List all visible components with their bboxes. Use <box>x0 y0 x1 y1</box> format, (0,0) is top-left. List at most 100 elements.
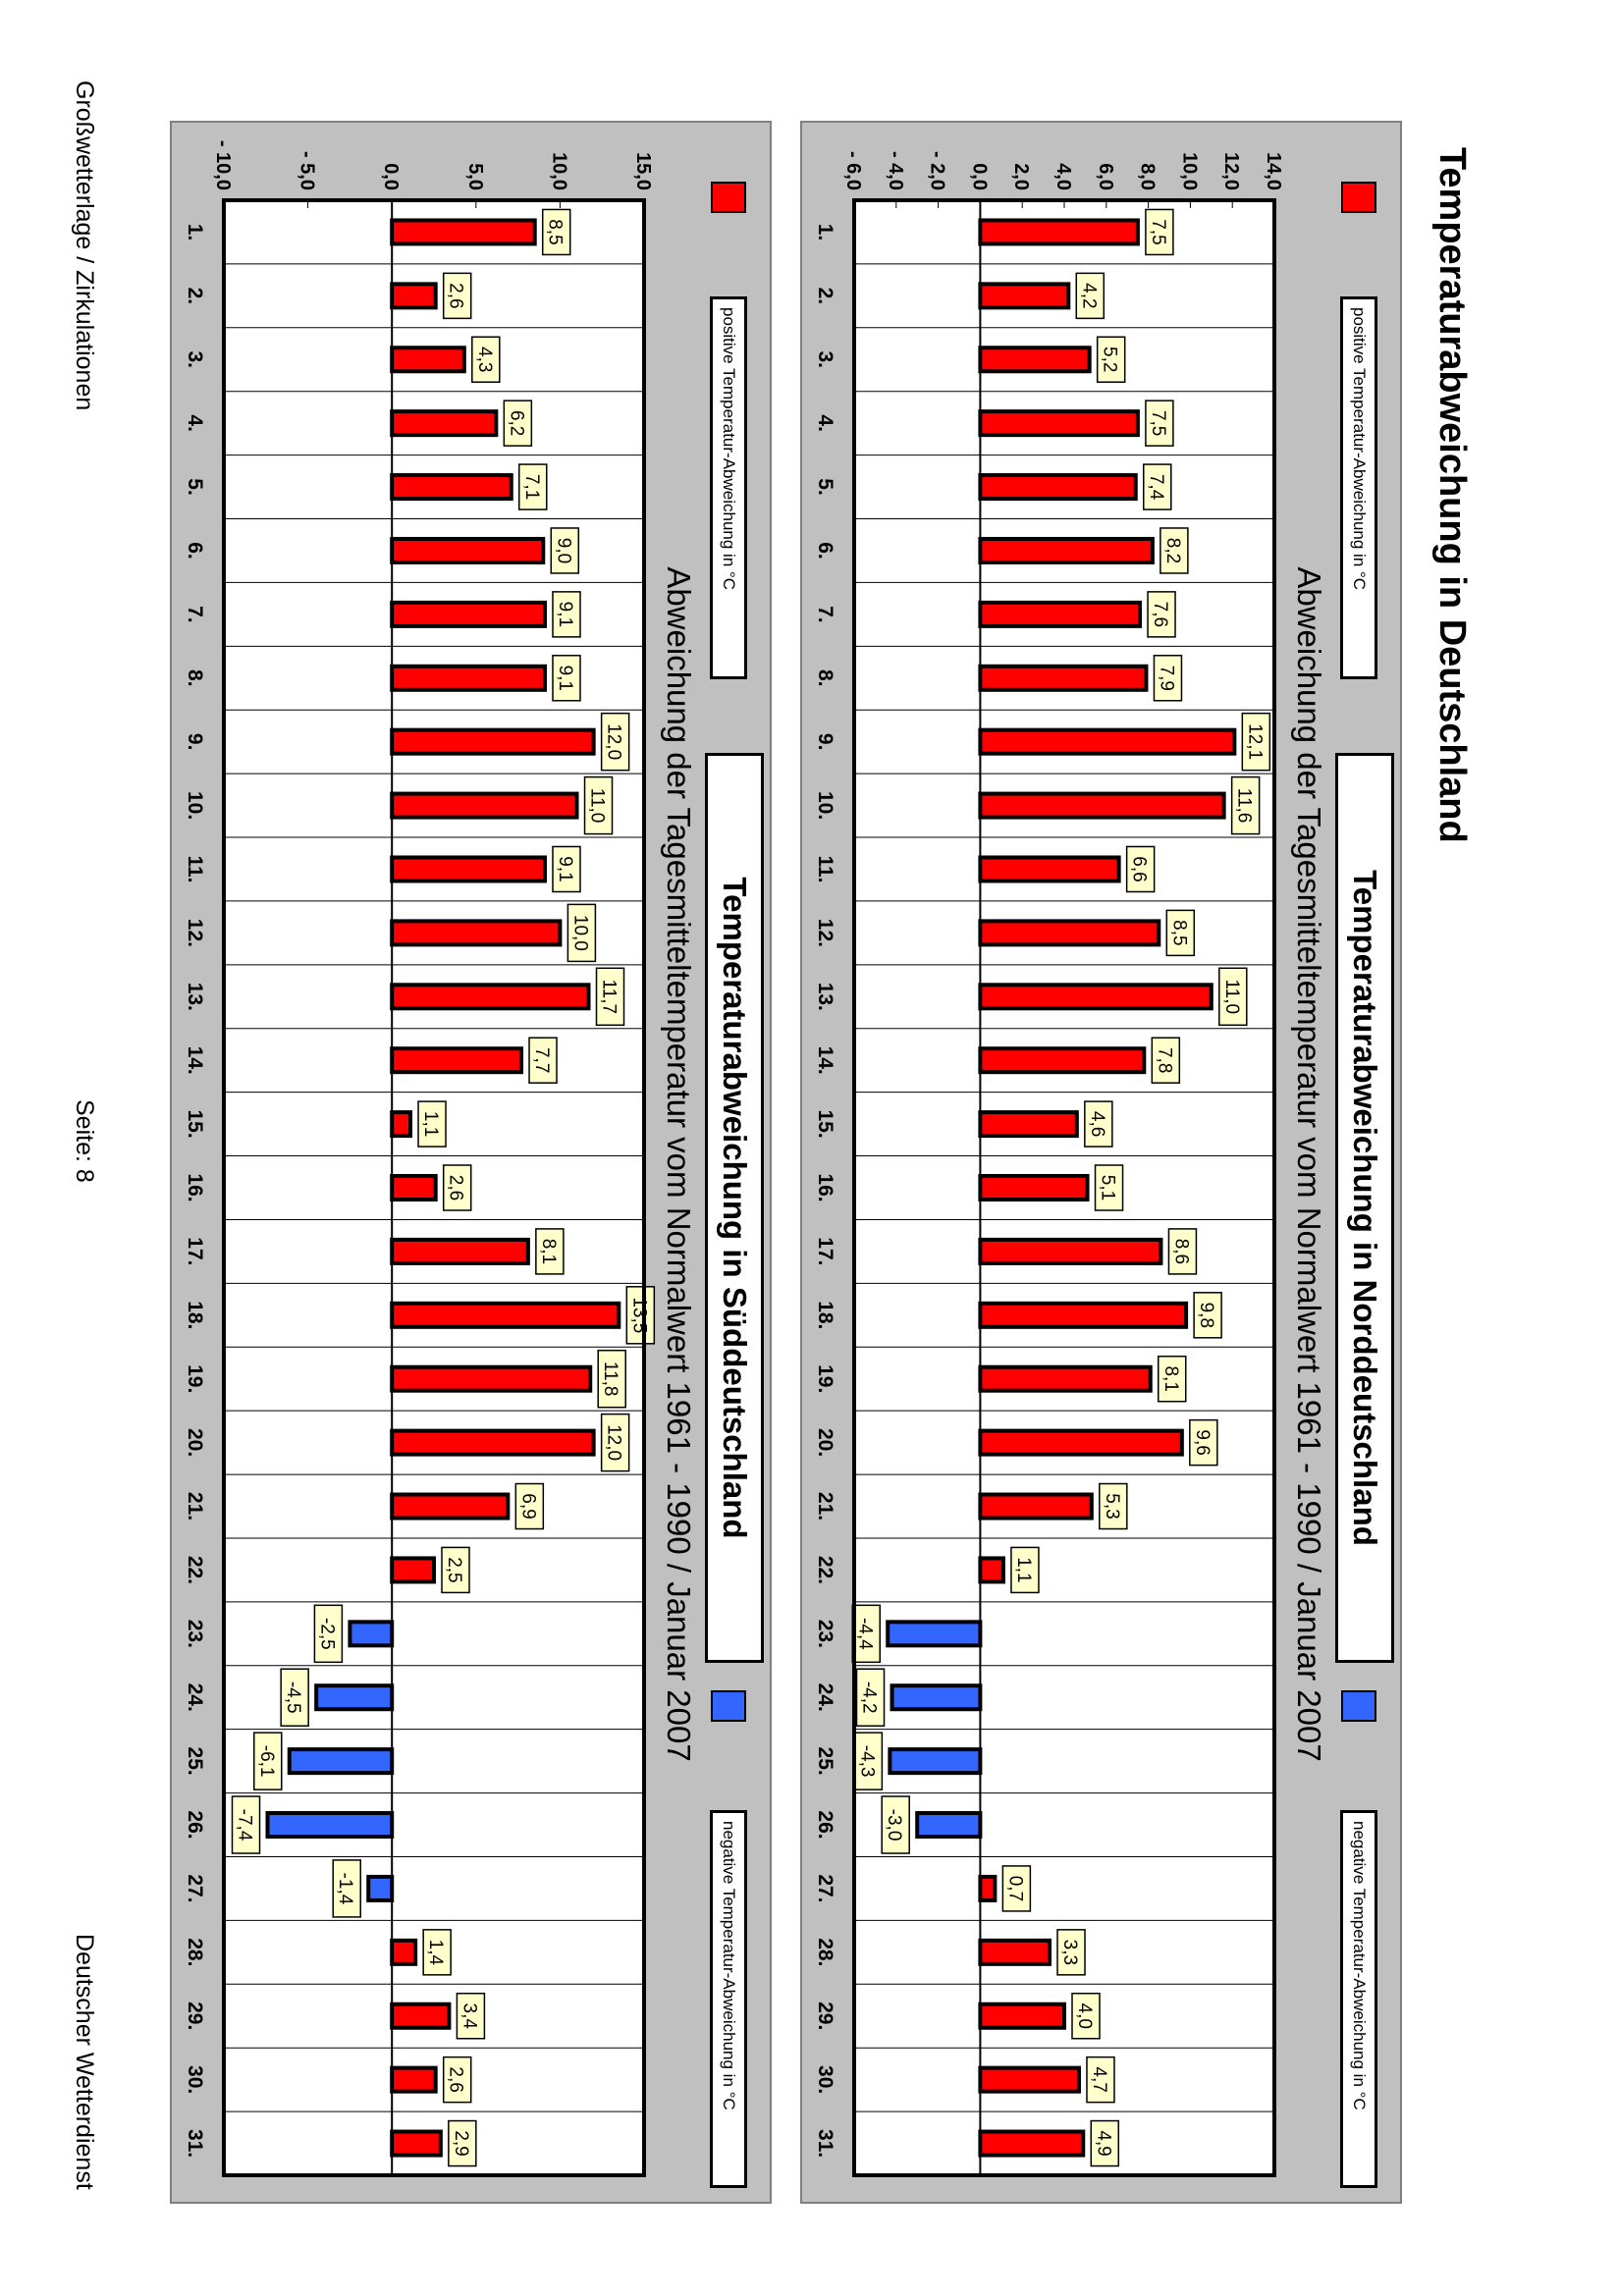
data-label-box <box>1193 1292 1222 1339</box>
x-tick-label: 19. <box>814 1364 836 1393</box>
plot-border <box>852 198 1276 2177</box>
x-tick-label: 8. <box>184 669 206 687</box>
x-tick-label: 26. <box>184 1810 206 1839</box>
bar-day-4 <box>978 409 1140 438</box>
data-label: 3,4 <box>458 2003 479 2030</box>
x-tick-label: 6. <box>814 542 836 560</box>
x-tick-label: 11. <box>814 855 836 882</box>
bar-day-18 <box>390 1301 621 1329</box>
data-label: 8,5 <box>545 219 566 244</box>
x-tick-label: 13. <box>814 983 836 1011</box>
bar-day-22 <box>390 1556 436 1584</box>
bar-day-26 <box>915 1811 983 1840</box>
x-tick-label: 17. <box>814 1237 836 1265</box>
page-title: Temperaturabweichung in Deutschland <box>1431 147 1473 843</box>
data-label-box <box>417 1100 447 1148</box>
bar-day-30 <box>978 2065 1081 2094</box>
bar-day-10 <box>978 791 1226 820</box>
data-label: 8,1 <box>538 1239 559 1264</box>
data-label-box <box>881 1795 910 1854</box>
data-label-box <box>600 1413 630 1472</box>
y-tick-label: - 6,0 <box>842 151 864 190</box>
data-label: 4,7 <box>1089 2066 1109 2092</box>
bar-day-19 <box>390 1364 593 1393</box>
x-tick-label: 10. <box>814 791 836 820</box>
y-tick-label: - 10,0 <box>212 140 234 190</box>
data-label-box <box>1094 1164 1124 1211</box>
footer-page-number: Seite: 8 <box>71 1099 98 1183</box>
data-label: 7,6 <box>1150 602 1170 627</box>
data-label: 12,1 <box>1244 723 1265 760</box>
x-tick-label: 3. <box>184 351 206 369</box>
data-label-box <box>442 272 472 320</box>
x-tick-label: 9. <box>814 733 836 751</box>
x-tick-label: 6. <box>184 542 206 560</box>
bar-day-23 <box>886 1620 983 1648</box>
data-label-box <box>552 655 581 702</box>
y-tick-label: 8,0 <box>1137 163 1159 190</box>
x-tick-label: 4. <box>814 414 836 432</box>
data-label: 6,2 <box>506 410 526 436</box>
x-tick-label: 28. <box>184 1938 206 1966</box>
data-label: 8,2 <box>1162 538 1183 563</box>
x-tick-label: 27. <box>814 1874 836 1902</box>
bar-day-15 <box>978 1110 1079 1139</box>
bar-day-18 <box>978 1301 1189 1329</box>
data-label-box <box>1241 712 1271 772</box>
data-label: 9,1 <box>555 602 575 627</box>
x-tick-label: 24. <box>814 1683 836 1712</box>
x-tick-label: 18. <box>184 1301 206 1329</box>
data-label-box <box>1099 1482 1128 1530</box>
y-tick-label: 12,0 <box>1220 152 1242 190</box>
plot-border <box>222 198 646 2177</box>
data-label: 7,5 <box>1148 219 1168 244</box>
x-tick-label: 17. <box>184 1237 206 1265</box>
data-label-box <box>1218 967 1248 1027</box>
x-tick-label: 29. <box>184 2002 206 2030</box>
data-label: 11,6 <box>1234 788 1255 824</box>
bar-day-25 <box>888 1747 983 1776</box>
bar-day-7 <box>978 600 1143 628</box>
bar-day-5 <box>978 473 1138 502</box>
data-label: 0,7 <box>1004 1876 1025 1901</box>
data-label: 12,0 <box>604 723 624 760</box>
y-tick-label: 5,0 <box>464 163 486 190</box>
y-tick-label: 6,0 <box>1095 163 1116 190</box>
x-tick-label: 11. <box>184 855 206 882</box>
data-label: 7,9 <box>1156 666 1176 691</box>
y-tick-label: 0,0 <box>968 163 990 190</box>
x-tick-label: 30. <box>184 2065 206 2094</box>
x-tick-label: 23. <box>184 1620 206 1648</box>
x-tick-label: 25. <box>814 1747 836 1776</box>
data-label-box <box>541 208 571 256</box>
x-tick-label: 30. <box>814 2065 836 2094</box>
data-label-box <box>1071 1992 1101 2040</box>
data-label: 2,6 <box>446 283 466 308</box>
x-tick-label: 12. <box>184 919 206 947</box>
bar-day-29 <box>978 2002 1066 2030</box>
data-label: 1,4 <box>425 1940 446 1966</box>
bar-day-29 <box>390 2002 452 2030</box>
data-label: 10,0 <box>569 915 590 951</box>
chart-sueddeutschland: positive Temperatur-Abweichung in °C Tem… <box>170 121 772 2204</box>
data-label-box <box>1153 655 1183 702</box>
data-label-box <box>1145 208 1174 256</box>
data-label-box <box>1096 336 1126 384</box>
x-tick-label: 5. <box>814 478 836 496</box>
chart-norddeutschland: positive Temperatur-Abweichung in °C Tem… <box>800 121 1402 2204</box>
bar-day-7 <box>390 600 547 628</box>
bar-day-27 <box>978 1874 998 1902</box>
x-tick-label: 25. <box>184 1747 206 1776</box>
x-tick-label: 28. <box>814 1938 836 1966</box>
bar-day-31 <box>978 2129 1086 2158</box>
y-tick-label: 2,0 <box>1010 163 1032 190</box>
y-tick-label: - 4,0 <box>885 151 906 190</box>
x-tick-label: 15. <box>184 1109 206 1138</box>
bar-day-1 <box>390 218 537 246</box>
data-label: 2,6 <box>446 2066 466 2092</box>
data-label: 5,1 <box>1098 1175 1118 1201</box>
x-tick-label: 19. <box>184 1364 206 1393</box>
data-label: -3,0 <box>884 1809 904 1842</box>
data-label-box <box>583 775 614 835</box>
data-label: 9,8 <box>1196 1303 1216 1328</box>
